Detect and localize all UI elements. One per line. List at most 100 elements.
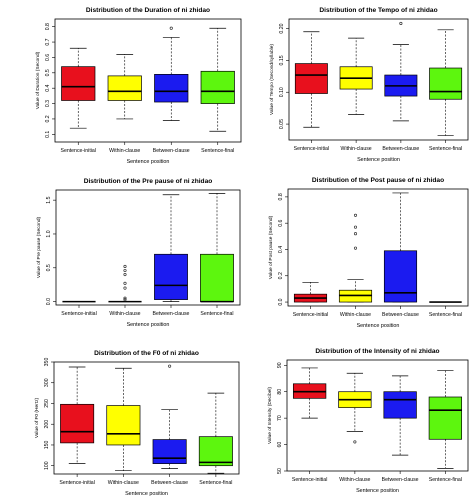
- outlier-point: [123, 264, 127, 268]
- box-sentence-final: [200, 193, 234, 303]
- box-sentence-initial: [61, 47, 96, 129]
- y-tick-label: 0.5: [45, 69, 51, 76]
- y-tick-label: 0.3: [45, 100, 51, 107]
- y-tick-label: 200: [44, 420, 50, 429]
- box-body: [60, 403, 95, 444]
- chart-panel-1: Distribution of the Duration of ni zhida…: [35, 7, 242, 165]
- x-tick-label: Within-clause: [341, 146, 372, 152]
- x-axis-label: Sentence position: [127, 159, 170, 165]
- box-between-clause: [152, 364, 187, 469]
- chart-title: Distribution of the Tempo of ni zhidao: [319, 7, 437, 14]
- x-tick-label: Sentence-final: [199, 480, 232, 486]
- outlier-point: [353, 246, 358, 250]
- box-sentence-final: [198, 392, 233, 474]
- y-tick-label: 0.05: [279, 119, 285, 129]
- y-tick-label: 0.2: [278, 272, 284, 279]
- plot-frame: [55, 189, 241, 306]
- outlier-point: [353, 232, 358, 236]
- y-tick-label: 50: [277, 468, 283, 474]
- box-within-clause: [108, 264, 142, 303]
- x-axis-label: Sentence position: [125, 491, 168, 497]
- box-within-clause: [107, 54, 142, 120]
- x-tick-label: Within-clause: [108, 480, 139, 486]
- x-axis-label: Sentence position: [127, 322, 170, 328]
- y-tick-label: 0.6: [45, 54, 51, 61]
- chart-title: Distribution of the Post pause of ni zhi…: [312, 177, 444, 184]
- x-tick-label: Between-clause: [382, 146, 419, 152]
- x-tick-label: Sentence-initial: [61, 311, 96, 317]
- y-tick-label: 0.1: [45, 131, 51, 138]
- x-tick-label: Sentence-final: [200, 311, 233, 317]
- chart-panel-5: Distribution of the F0 of ni zhidao 100 15…: [34, 350, 240, 497]
- y-tick-label: 0.5: [46, 264, 52, 271]
- box-body: [383, 250, 418, 303]
- outlier-point: [353, 213, 358, 217]
- box-between-clause: [383, 192, 418, 303]
- x-tick-label: Within-clause: [339, 477, 370, 483]
- box-body: [152, 439, 187, 464]
- y-tick-label: 1.0: [46, 230, 52, 237]
- box-body: [429, 67, 463, 100]
- box-sentence-final: [429, 29, 463, 136]
- x-tick-label: Between-clause: [382, 312, 419, 318]
- outlier-point: [399, 21, 403, 26]
- y-tick-label: 250: [44, 399, 50, 408]
- box-body: [294, 63, 328, 94]
- y-axis-label: Value of Tempo (Second/syllable): [269, 44, 275, 115]
- box-sentence-final: [200, 27, 235, 132]
- x-tick-label: Within-clause: [109, 148, 140, 154]
- chart-title: Distribution of the Intensity of ni zhid…: [315, 348, 439, 355]
- y-tick-label: 0.10: [279, 87, 285, 97]
- x-axis-label: Sentence position: [356, 488, 399, 494]
- chart-panel-2: Distribution of the Tempo of ni zhidao 0.…: [269, 7, 469, 163]
- box-body: [154, 73, 189, 103]
- x-tick-label: Sentence-initial: [61, 148, 96, 154]
- x-tick-label: Within-clause: [340, 312, 371, 318]
- plot-frame: [53, 361, 240, 475]
- box-body: [200, 253, 234, 302]
- x-tick-label: Between-clause: [151, 480, 188, 486]
- y-tick-label: 350: [44, 358, 50, 367]
- box-between-clause: [383, 375, 417, 456]
- box-between-clause: [384, 21, 418, 122]
- y-tick-label: 0.4: [278, 246, 284, 253]
- x-tick-label: Between-clause: [153, 148, 190, 154]
- box-body: [428, 396, 463, 440]
- box-body: [106, 405, 141, 446]
- box-within-clause: [338, 213, 373, 303]
- y-tick-label: 0.20: [279, 23, 285, 33]
- box-within-clause: [339, 37, 373, 115]
- outlier-point: [123, 298, 127, 302]
- chart-title: Distribution of the Duration of ni zhida…: [86, 7, 210, 14]
- y-tick-label: 100: [44, 461, 50, 470]
- y-axis-label: Value of F0 (Hertz): [34, 398, 40, 439]
- y-tick-label: 0.0: [278, 298, 284, 305]
- outlier-point: [123, 296, 127, 300]
- outlier-point: [353, 440, 357, 444]
- box-body: [61, 66, 96, 101]
- box-sentence-initial: [292, 367, 327, 419]
- x-tick-label: Sentence-final: [201, 148, 234, 154]
- box-sentence-initial: [294, 31, 328, 128]
- x-axis-label: Sentence position: [357, 323, 400, 329]
- box-body: [198, 436, 233, 467]
- x-axis-label: Sentence position: [357, 157, 400, 163]
- plot-frame: [287, 188, 469, 307]
- y-axis-label: Value of Duration (Second): [35, 51, 41, 109]
- x-tick-label: Sentence-initial: [293, 312, 328, 318]
- y-tick-label: 0.6: [278, 219, 284, 226]
- x-tick-label: Sentence-final: [429, 477, 462, 483]
- y-axis-label: Value of Intensity (Decibel): [267, 387, 273, 444]
- outlier-point: [123, 268, 127, 273]
- y-tick-label: 0.0: [46, 298, 52, 305]
- box-body: [107, 75, 142, 101]
- box-body: [200, 70, 235, 104]
- x-tick-label: Within-clause: [109, 311, 140, 317]
- y-tick-label: 80: [277, 389, 283, 395]
- y-tick-label: 0.4: [45, 84, 51, 91]
- box-body: [383, 391, 417, 419]
- outlier-point: [123, 273, 127, 277]
- x-tick-label: Sentence-initial: [59, 480, 94, 486]
- box-sentence-initial: [60, 366, 95, 464]
